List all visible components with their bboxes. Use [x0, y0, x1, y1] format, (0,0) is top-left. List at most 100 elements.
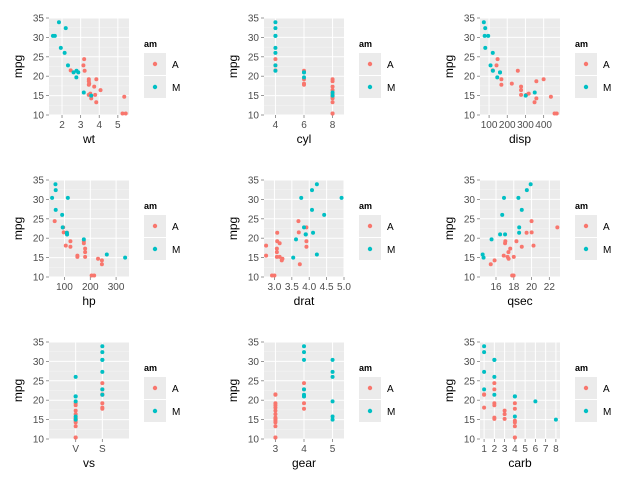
y-tick-label: 10: [33, 435, 45, 446]
y-tick-label: 30: [33, 195, 45, 206]
x-tick-label: 300: [517, 120, 534, 131]
data-point-A: [86, 77, 91, 82]
data-point-M: [532, 90, 537, 95]
data-point-A: [92, 273, 97, 278]
data-point-M: [273, 26, 278, 31]
x-tick-label: 300: [108, 282, 125, 293]
data-point-A: [492, 401, 497, 406]
legend-key-point-M: [367, 408, 373, 414]
data-point-M: [273, 20, 278, 25]
y-tick-label: 10: [248, 111, 260, 122]
data-point-M: [322, 212, 327, 217]
data-point-M: [81, 237, 86, 242]
data-point-A: [512, 406, 517, 411]
legend-label-A: A: [603, 222, 610, 233]
legend-key-point-M: [367, 84, 373, 90]
data-point-A: [529, 219, 534, 224]
data-point-A: [555, 225, 560, 230]
data-point-M: [58, 45, 63, 50]
y-tick-label: 15: [248, 253, 260, 264]
x-tick-label: 100: [481, 120, 498, 131]
data-point-A: [98, 88, 103, 93]
y-tick-label: 35: [248, 176, 260, 187]
y-axis-title: mpg: [442, 217, 456, 240]
y-tick-label: 25: [33, 214, 45, 225]
y-tick-label: 25: [248, 52, 260, 63]
data-point-M: [273, 33, 278, 38]
data-point-A: [304, 244, 309, 249]
legend-key-point-M: [583, 84, 589, 90]
x-tick-label: 100: [56, 282, 73, 293]
data-point-A: [275, 230, 280, 235]
x-axis-title: cyl: [297, 132, 312, 146]
x-tick-label: 4: [512, 444, 518, 455]
data-point-A: [82, 68, 87, 73]
data-point-A: [83, 246, 88, 251]
data-point-M: [100, 344, 105, 349]
x-axis-title: carb: [508, 456, 532, 470]
data-point-A: [81, 63, 86, 68]
data-point-M: [495, 75, 500, 80]
y-tick-label: 10: [248, 435, 260, 446]
chart-panel-gear: 10 15 20 25 30 35 3 4 5 gear mpg am A M: [226, 338, 395, 471]
data-point-M: [519, 207, 524, 212]
y-tick-label: 30: [248, 195, 260, 206]
data-point-M: [89, 93, 94, 98]
legend-key-point-M: [583, 408, 589, 414]
data-point-A: [302, 82, 306, 87]
data-point-M: [294, 237, 298, 242]
data-point-M: [523, 93, 528, 98]
data-point-A: [492, 416, 497, 421]
data-point-M: [330, 374, 335, 379]
x-axis-title: gear: [292, 456, 316, 470]
y-tick-label: 15: [33, 415, 45, 426]
data-point-A: [524, 230, 529, 235]
data-point-A: [297, 262, 302, 267]
data-point-M: [273, 50, 278, 55]
data-point-M: [533, 399, 538, 404]
x-axis-title: qsec: [507, 294, 532, 308]
x-tick-label: 20: [526, 282, 538, 293]
legend-title: am: [575, 39, 588, 49]
data-point-A: [519, 84, 524, 89]
data-point-A: [274, 254, 279, 259]
data-point-M: [302, 344, 306, 349]
x-tick-label: 4: [273, 120, 279, 131]
x-tick-label: 4.0: [302, 282, 316, 293]
x-axis-title: disp: [509, 132, 531, 146]
data-point-A: [532, 100, 537, 105]
legend-title: am: [144, 363, 157, 373]
data-point-M: [524, 188, 529, 193]
data-point-M: [492, 392, 497, 397]
legend-key-point-A: [367, 61, 373, 67]
data-point-M: [480, 252, 485, 257]
data-point-A: [503, 239, 508, 244]
x-tick-label: 22: [544, 282, 556, 293]
data-point-M: [311, 230, 316, 235]
y-tick-label: 10: [33, 273, 45, 284]
data-point-M: [60, 212, 65, 217]
x-tick-label: V: [72, 444, 79, 455]
data-point-M: [330, 90, 335, 95]
data-point-M: [302, 357, 306, 362]
data-point-A: [492, 381, 497, 386]
data-point-A: [548, 94, 553, 99]
data-point-M: [482, 350, 487, 355]
data-point-M: [302, 225, 306, 230]
data-point-A: [273, 435, 278, 440]
y-tick-label: 20: [464, 396, 476, 407]
data-point-M: [314, 252, 319, 257]
legend-label-M: M: [603, 407, 611, 418]
data-point-M: [299, 195, 304, 200]
data-point-A: [499, 77, 504, 82]
data-point-M: [339, 195, 344, 200]
data-point-M: [100, 392, 105, 397]
y-tick-label: 35: [248, 14, 260, 25]
data-point-A: [273, 401, 278, 406]
x-tick-label: 16: [490, 282, 502, 293]
y-tick-label: 15: [248, 415, 260, 426]
data-point-A: [302, 381, 306, 386]
data-point-A: [123, 111, 128, 116]
data-point-M: [100, 387, 105, 392]
data-point-A: [96, 256, 101, 261]
